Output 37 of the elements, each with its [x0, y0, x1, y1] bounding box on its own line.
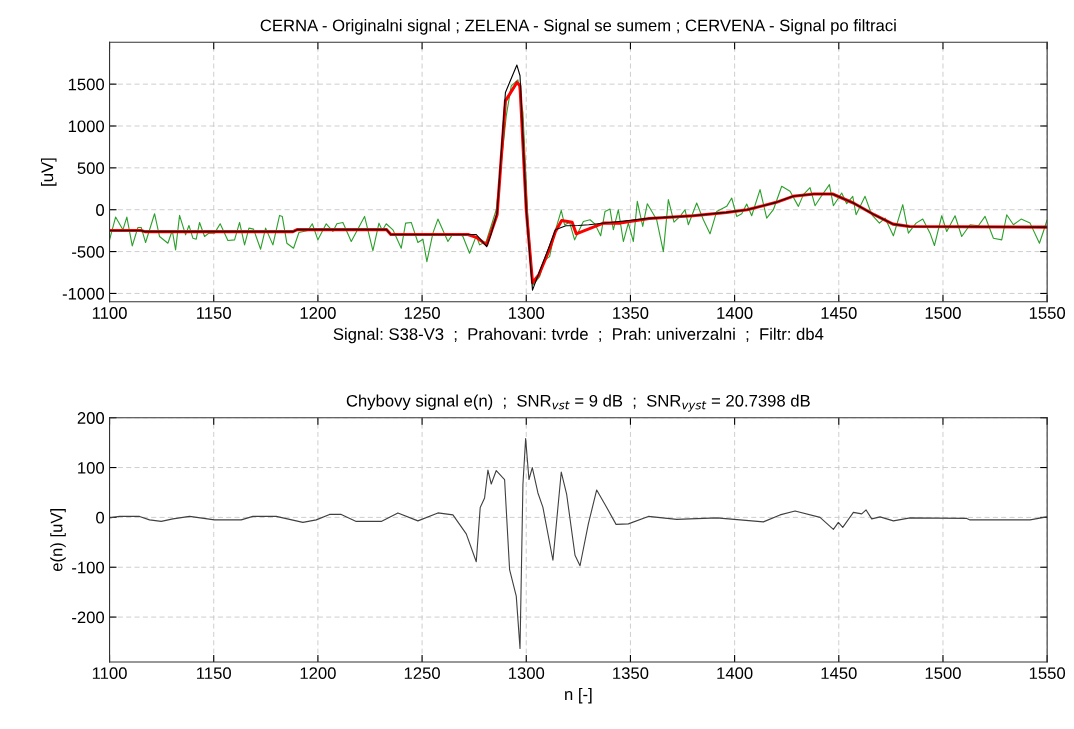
x-tick-label: 1500	[925, 667, 961, 680]
x-tick-label: 1200	[300, 667, 336, 680]
x-tick-label: 1200	[300, 307, 336, 319]
y-axis-title: e(n) [uV]	[50, 509, 66, 572]
x-axis-title: Signal: S38-V3 ; Prahovani: tvrde ; Prah: univerzalni ; Filtr: db4	[333, 327, 824, 344]
x-tick-label: 1150	[197, 307, 231, 319]
x-tick-label: 1400	[717, 667, 753, 680]
x-tick-label: 1150	[197, 667, 231, 680]
y-tick-label: -100	[72, 561, 105, 574]
y-tick-label: 200	[77, 412, 105, 424]
x-tick-label: 1450	[821, 667, 857, 680]
chart-title: Chybovy signal e(n) ; SNR$_{vst}$ = 9 dB ; SNR$_{vyst}$ = 20.7398 dB	[346, 394, 810, 412]
x-tick-label: 1250	[404, 307, 440, 319]
y-tick-label: -200	[72, 611, 105, 624]
x-tick-label: 1550	[1029, 667, 1066, 680]
y-tick-label: 500	[77, 162, 105, 175]
x-axis-title: n [-]	[565, 687, 592, 704]
y-tick-label: 1500	[68, 78, 105, 91]
x-tick-label: 1300	[508, 667, 545, 680]
x-tick-label: 1350	[613, 307, 649, 319]
chart-title: CERNA - Originalni signal ; ZELENA - Signal se sumem ; CERVENA - Signal po filtraci	[260, 19, 896, 35]
y-tick-label: 100	[78, 461, 105, 474]
x-tick-label: 1350	[613, 667, 649, 680]
x-tick-label: 1100	[92, 307, 127, 319]
y-axis-title: [uV]	[40, 158, 57, 186]
x-tick-label: 1550	[1029, 307, 1066, 319]
x-tick-label: 1250	[404, 667, 440, 680]
x-tick-label: 1300	[508, 307, 545, 319]
x-tick-label: 1500	[925, 307, 961, 319]
x-tick-label: 1100	[92, 667, 127, 680]
y-tick-label: 0	[96, 511, 105, 524]
y-tick-label: 1000	[68, 120, 105, 133]
y-tick-label: 0	[96, 204, 105, 216]
y-tick-label: -500	[72, 245, 105, 258]
y-tick-label: -1000	[62, 287, 105, 300]
x-tick-label: 1450	[821, 307, 857, 319]
x-tick-label: 1400	[717, 307, 753, 319]
